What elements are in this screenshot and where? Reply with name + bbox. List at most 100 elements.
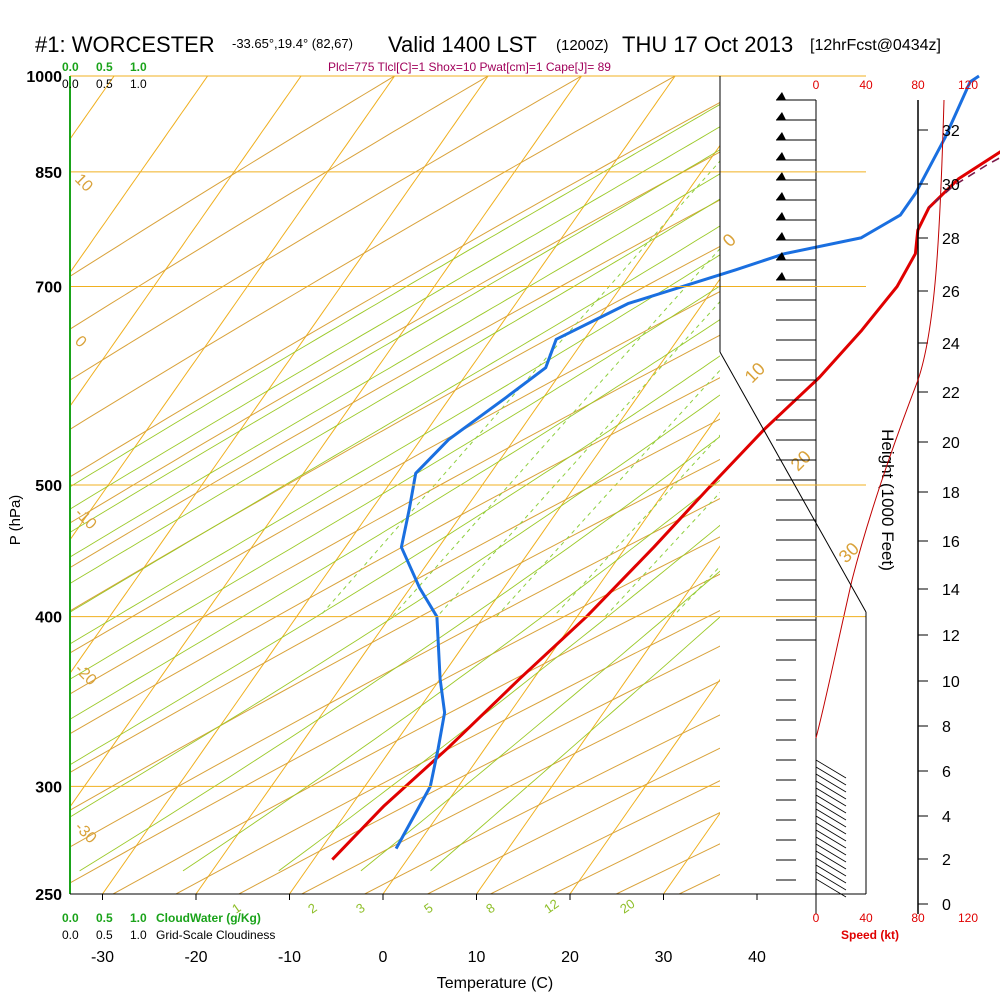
cloudiness-scale-top: 0.5 — [96, 77, 113, 91]
dry-adiabat-line — [70, 245, 720, 612]
dry-adiabat-line — [70, 76, 677, 430]
dry-adiabat-line — [70, 76, 490, 330]
dry-adiabat-line — [70, 290, 720, 654]
dry-adiabat-label: 0 — [719, 230, 740, 251]
x-tick-label: -30 — [91, 949, 114, 966]
plot-diagonal-border — [719, 351, 867, 613]
mixing-ratio-line — [495, 369, 720, 618]
wind-barb-low — [815, 801, 847, 821]
isotherm-line — [70, 76, 396, 541]
height-axis-label: Height (1000 Feet) — [878, 429, 897, 571]
wind-speed-tick-bottom: 0 — [813, 911, 820, 925]
wind-barb-flag — [776, 152, 786, 160]
wind-speed-tick-top: 0 — [813, 78, 820, 92]
pressure-tick-label: 700 — [35, 279, 62, 296]
moist-adiabat-line — [70, 355, 720, 766]
dry-adiabat-line — [70, 76, 583, 381]
dry-adiabat-line — [70, 334, 720, 695]
wind-barb-low — [815, 871, 847, 891]
dry-adiabat-line — [237, 645, 720, 894]
wind-barb-flag — [776, 252, 786, 260]
zulu-time: (1200Z) — [556, 37, 609, 54]
wind-barb-flag — [776, 192, 786, 200]
mixing-ratio-line — [319, 160, 720, 618]
height-tick-label: 32 — [942, 123, 960, 140]
x-tick-label: 0 — [379, 949, 388, 966]
dry-adiabat-label: 10 — [71, 171, 96, 196]
x-axis-label: Temperature (C) — [437, 975, 553, 992]
height-tick-label: 10 — [942, 674, 960, 691]
moist-adiabat-line — [70, 173, 720, 558]
pressure-tick-label: 400 — [35, 610, 62, 627]
mixing-ratio-label: 20 — [617, 896, 637, 917]
cloudwater-scale-bottom: 1.0 — [130, 911, 147, 925]
height-tick-label: 6 — [942, 764, 951, 781]
dry-adiabat-line — [754, 47, 1000, 918]
height-tick-label: 20 — [942, 435, 960, 452]
pressure-tick-label: 250 — [35, 887, 62, 904]
wind-barb-low — [815, 766, 847, 786]
dry-adiabat-line — [70, 151, 720, 524]
x-tick-label: 30 — [655, 949, 673, 966]
cloudiness-scale-bottom: 0.5 — [96, 928, 113, 942]
stability-indices: Plcl=775 Tlcl[C]=1 Shox=10 Pwat[cm]=1 Ca… — [328, 60, 611, 74]
dry-adiabat-line — [70, 101, 720, 478]
chart-title: #1: WORCESTER — [35, 32, 215, 57]
wind-barb-flag — [776, 112, 786, 120]
dry-adiabat-label: -30 — [71, 819, 99, 847]
moist-adiabat-line — [70, 149, 720, 533]
dry-adiabat-line — [70, 536, 720, 884]
wind-barb-flag — [776, 132, 786, 140]
dewpoint-curve — [394, 74, 980, 850]
wind-barb-flag — [776, 92, 786, 100]
dry-adiabat-line — [70, 498, 720, 848]
moist-adiabat-line — [70, 285, 720, 680]
wind-speed-tick-top: 40 — [859, 78, 873, 92]
cloudiness-scale-top: 1.0 — [130, 77, 147, 91]
moist-adiabat-line — [70, 394, 720, 818]
forecast-date: THU 17 Oct 2013 — [622, 32, 793, 57]
x-tick-label: -20 — [184, 949, 207, 966]
cloudwater-label: CloudWater (g/Kg) — [156, 911, 261, 925]
x-tick-label: 40 — [748, 949, 766, 966]
mixing-ratio-label: 8 — [483, 900, 498, 916]
isotherm-line — [476, 545, 720, 894]
y-axis-label: P (hPa) — [7, 495, 24, 546]
wind-speed-tick-bottom: 120 — [958, 911, 978, 925]
dry-adiabat-line — [174, 610, 720, 894]
wind-barb-low — [815, 759, 847, 779]
valid-time: Valid 1400 LST — [388, 32, 537, 57]
isotherm-line — [70, 76, 583, 808]
wind-barb-low — [815, 857, 847, 877]
wind-barb-low — [815, 829, 847, 849]
dry-adiabat-label: 30 — [835, 539, 863, 567]
moist-adiabat-line — [70, 318, 720, 720]
height-tick-label: 2 — [942, 852, 951, 869]
dry-adiabat-label: 20 — [787, 447, 815, 475]
moist-adiabat-line — [182, 479, 720, 872]
cloudiness-label: Grid-Scale Cloudiness — [156, 928, 275, 942]
cloudiness-scale-bottom: 1.0 — [130, 928, 147, 942]
mixing-ratio-label: 5 — [421, 900, 436, 916]
cloudwater-scale-top: 0.5 — [96, 60, 113, 74]
height-tick-label: 26 — [942, 284, 960, 301]
height-tick-label: 30 — [942, 177, 960, 194]
wind-barb-low — [815, 850, 847, 870]
wind-barb-low — [815, 822, 847, 842]
mixing-ratio-label: 2 — [305, 900, 320, 916]
wind-speed-tick-bottom: 80 — [911, 911, 925, 925]
pressure-tick-label: 1000 — [26, 69, 62, 86]
wind-barb-low — [815, 787, 847, 807]
dry-adiabat-line — [70, 458, 720, 811]
height-tick-label: 8 — [942, 719, 951, 736]
wind-barb-flag — [776, 272, 786, 280]
x-tick-label: -10 — [278, 949, 301, 966]
wind-barb-low — [815, 780, 847, 800]
cloudwater-scale-bottom: 0.0 — [62, 911, 79, 925]
cloudiness-scale-top: 0.0 — [62, 77, 79, 91]
dry-adiabat-line — [70, 199, 720, 569]
height-tick-label: 18 — [942, 485, 960, 502]
moist-adiabat-line — [70, 126, 720, 510]
